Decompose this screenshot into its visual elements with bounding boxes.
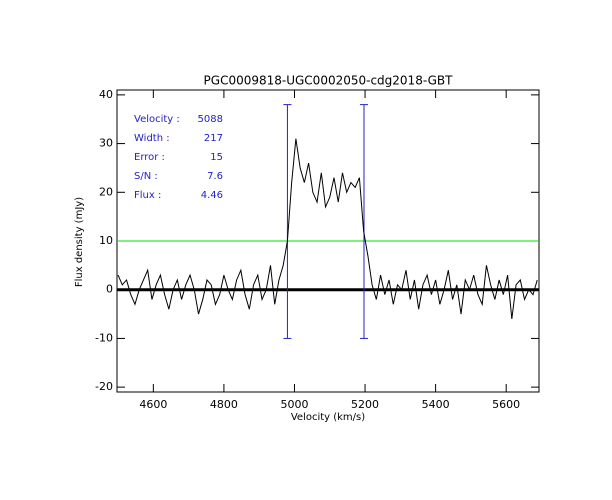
annotation-value: 15 xyxy=(210,152,223,163)
annotation-label: S/N : xyxy=(134,171,158,182)
annotation-value: 5088 xyxy=(198,114,223,125)
y-tick-label: 20 xyxy=(99,185,113,198)
x-tick-label: 4800 xyxy=(210,398,238,411)
annotation-value: 7.6 xyxy=(207,171,223,182)
spectrum-line xyxy=(117,138,538,320)
annotation-label: Flux : xyxy=(134,190,161,201)
y-tick-label: -10 xyxy=(95,331,113,344)
x-tick-label: 5600 xyxy=(492,398,520,411)
annotation-value: 4.46 xyxy=(201,190,223,201)
annotation-label: Width : xyxy=(134,133,170,144)
y-tick-label: 30 xyxy=(99,137,113,150)
x-tick-label: 5400 xyxy=(422,398,450,411)
chart-title: PGC0009818-UGC0002050-cdg2018-GBT xyxy=(204,74,454,88)
annotation-label: Error : xyxy=(134,152,165,163)
x-tick-label: 5200 xyxy=(351,398,379,411)
x-tick-label: 5000 xyxy=(280,398,308,411)
annotation-value: 217 xyxy=(204,133,223,144)
y-tick-label: -20 xyxy=(95,380,113,393)
y-tick-label: 40 xyxy=(99,88,113,101)
x-tick-label: 4600 xyxy=(139,398,167,411)
y-tick-label: 10 xyxy=(99,234,113,247)
x-axis-label: Velocity (km/s) xyxy=(291,412,365,423)
y-axis-label: Flux density (mJy) xyxy=(74,197,85,287)
y-tick-label: 0 xyxy=(106,283,113,296)
annotation-label: Velocity : xyxy=(134,114,180,125)
